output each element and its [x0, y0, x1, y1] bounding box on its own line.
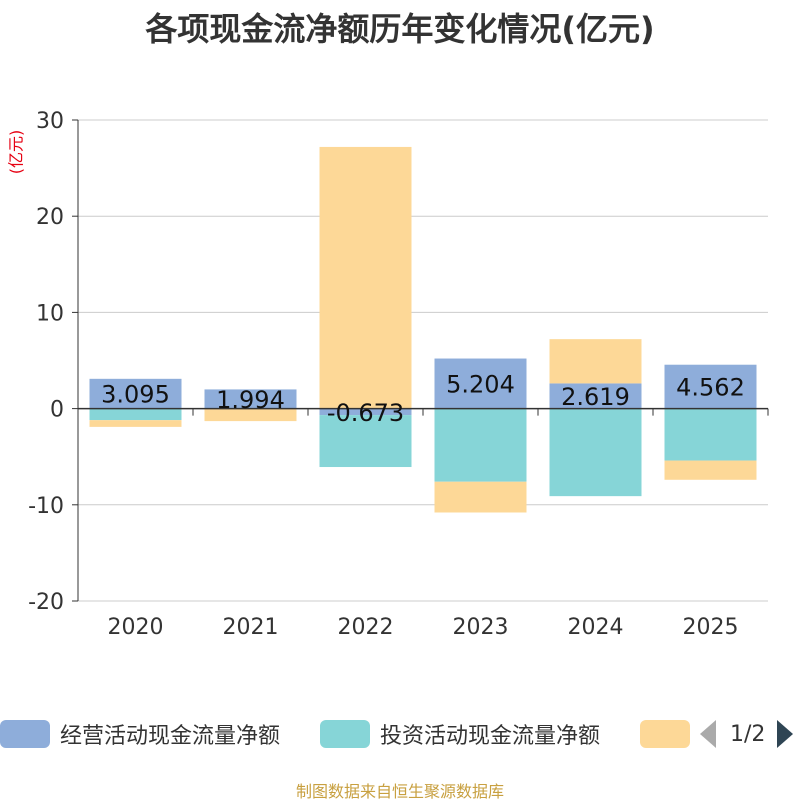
bar-1-2022	[319, 408, 412, 416]
x-tick-label: 2023	[453, 615, 509, 640]
x-tick-label: 2020	[108, 615, 164, 640]
data-label-2024: 2.619	[561, 383, 630, 411]
data-label-2020: 3.095	[101, 381, 170, 409]
legend-next-icon[interactable]	[777, 720, 794, 748]
legend-swatch-investing	[320, 720, 370, 748]
data-label-2021: 1.994	[216, 386, 285, 414]
bar-2-2024	[549, 408, 642, 497]
bar-2-2020	[89, 408, 182, 421]
x-tick-label: 2022	[338, 615, 394, 640]
bar-1-2020	[89, 378, 182, 409]
legend-item-investing[interactable]: 投资活动现金流量净额	[320, 712, 600, 756]
data-label-2023: 5.204	[446, 371, 515, 399]
bar-1-2023	[434, 358, 527, 409]
legend-swatch-financing	[640, 720, 690, 748]
x-tick-label: 2021	[223, 615, 279, 640]
legend: 经营活动现金流量净额 投资活动现金流量净额 1/2	[0, 712, 800, 756]
legend-swatch-operating	[0, 720, 50, 748]
bar-1-2024	[549, 383, 642, 409]
bar-2-2025	[664, 408, 757, 461]
bar-1-2025	[664, 364, 757, 409]
y-tick-label: 30	[36, 109, 64, 134]
y-tick-label: -10	[28, 494, 64, 519]
y-tick-label: 10	[36, 301, 64, 326]
bar-3-2020	[89, 420, 182, 427]
chart-canvas: 30 20 10 0 -10 -20 3.095 1.994 -0.673 5.204 2.619 4…	[28, 109, 769, 640]
bar-3-2023	[434, 481, 527, 513]
bar-2-2023	[434, 408, 527, 482]
x-tick-label: 2025	[683, 615, 739, 640]
data-label-2022: -0.673	[327, 399, 404, 427]
bar-1-2021	[204, 389, 297, 409]
y-tick-label: 0	[50, 398, 64, 423]
bar-3-2021	[204, 408, 297, 422]
bar-3-2022	[319, 146, 412, 409]
source-note: 制图数据来自恒生聚源数据库	[295, 782, 504, 801]
legend-page-indicator: 1/2	[730, 721, 766, 747]
y-tick-label: 20	[36, 205, 64, 230]
legend-label-investing: 投资活动现金流量净额	[380, 724, 601, 749]
bar-3-2024	[549, 339, 642, 384]
legend-prev-icon[interactable]	[700, 720, 716, 748]
y-tick-label: -20	[28, 590, 64, 615]
legend-pager: 1/2	[700, 712, 794, 756]
bar-2-2022	[319, 415, 412, 468]
legend-label-operating: 经营活动现金流量净额	[60, 724, 281, 749]
legend-item-operating[interactable]: 经营活动现金流量净额	[0, 712, 280, 756]
legend-item-financing[interactable]	[640, 712, 700, 756]
x-tick-label: 2024	[568, 615, 624, 640]
bar-3-2025	[664, 460, 757, 480]
data-label-2025: 4.562	[676, 374, 745, 402]
chart-title: 各项现金流净额历年变化情况(亿元)	[145, 10, 655, 48]
